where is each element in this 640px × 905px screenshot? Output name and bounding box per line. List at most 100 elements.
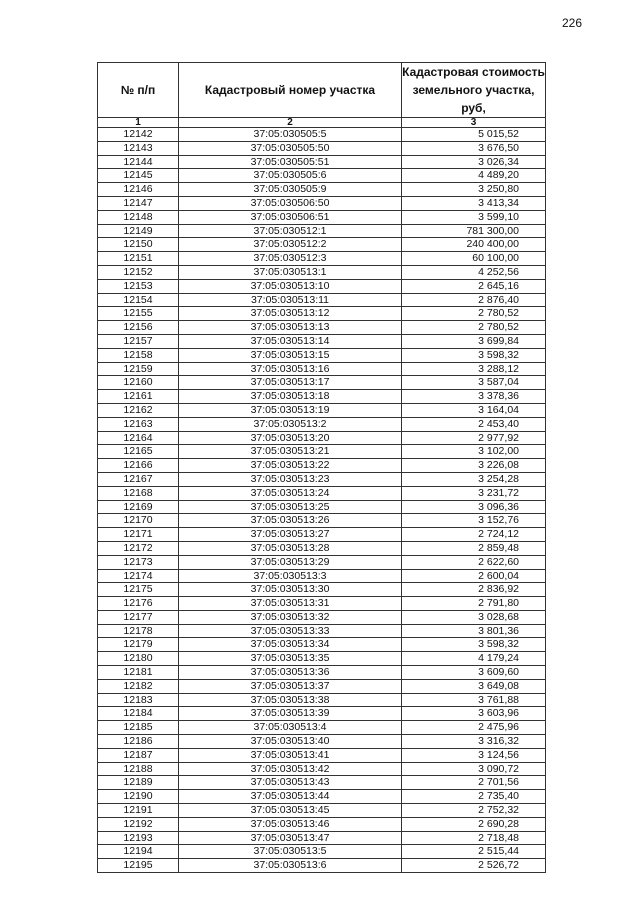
table-row: 12146 37:05:030505:9 3 250,80 <box>97 182 546 197</box>
cadastral-value: 3 598,32 <box>401 637 546 653</box>
cadastral-value: 3 231,72 <box>401 485 546 501</box>
cadastral-value: 2 876,40 <box>401 292 546 308</box>
cadastral-value: 2 526,72 <box>401 858 546 874</box>
cadastral-value: 3 152,76 <box>401 513 546 529</box>
cadastral-number: 37:05:030513:33 <box>178 623 402 639</box>
column-number-row: 1 2 3 <box>97 117 546 128</box>
cadastral-number: 37:05:030505:9 <box>178 182 402 197</box>
table-row: 12194 37:05:030513:5 2 515,44 <box>97 844 546 860</box>
cadastral-number: 37:05:030513:26 <box>178 513 402 529</box>
header-index: № п/п <box>97 62 179 118</box>
row-index: 12185 <box>97 720 179 736</box>
row-index: 12178 <box>97 623 179 639</box>
row-index: 12195 <box>97 858 179 874</box>
cadastral-value: 2 475,96 <box>401 720 546 736</box>
row-index: 12165 <box>97 444 179 460</box>
cadastral-number: 37:05:030513:14 <box>178 333 402 349</box>
cadastral-value: 3 378,36 <box>401 389 546 404</box>
row-index: 12149 <box>97 223 179 239</box>
cadastral-table: № п/п Кадастровый номер участка Кадастро… <box>97 62 546 874</box>
cadastral-value: 3 026,34 <box>401 154 546 170</box>
cadastral-number: 37:05:030513:41 <box>178 747 402 763</box>
row-index: 12151 <box>97 251 179 266</box>
cadastral-value: 2 780,52 <box>401 306 546 322</box>
row-index: 12194 <box>97 844 179 860</box>
table-row: 12188 37:05:030513:42 3 090,72 <box>97 761 546 777</box>
row-index: 12174 <box>97 568 179 584</box>
cadastral-value: 3 699,84 <box>401 333 546 349</box>
table-row: 12151 37:05:030512:3 60 100,00 <box>97 251 546 266</box>
table-row: 12169 37:05:030513:25 3 096,36 <box>97 499 546 515</box>
table-row: 12176 37:05:030513:31 2 791,80 <box>97 596 546 611</box>
table-row: 12170 37:05:030513:26 3 152,76 <box>97 513 546 529</box>
row-index: 12158 <box>97 347 179 363</box>
table-row: 12181 37:05:030513:36 3 609,60 <box>97 665 546 680</box>
row-index: 12169 <box>97 499 179 515</box>
cadastral-value: 3 028,68 <box>401 609 546 625</box>
table-row: 12148 37:05:030506:51 3 599,10 <box>97 209 546 225</box>
cadastral-number: 37:05:030513:47 <box>178 830 402 846</box>
row-index: 12162 <box>97 402 179 418</box>
cadastral-number: 37:05:030513:39 <box>178 706 402 722</box>
table-row: 12145 37:05:030505:6 4 489,20 <box>97 168 546 184</box>
table-row: 12155 37:05:030513:12 2 780,52 <box>97 306 546 322</box>
cadastral-value: 2 836,92 <box>401 582 546 598</box>
table-row: 12182 37:05:030513:37 3 649,08 <box>97 678 546 694</box>
row-index: 12186 <box>97 734 179 749</box>
cadastral-number: 37:05:030513:2 <box>178 416 402 432</box>
row-index: 12192 <box>97 816 179 832</box>
cadastral-value: 4 179,24 <box>401 651 546 667</box>
table-row: 12173 37:05:030513:29 2 622,60 <box>97 554 546 570</box>
cadastral-number: 37:05:030513:16 <box>178 361 402 377</box>
cadastral-value: 5 015,52 <box>401 127 546 142</box>
table-row: 12153 37:05:030513:10 2 645,16 <box>97 278 546 294</box>
row-index: 12147 <box>97 195 179 211</box>
row-index: 12153 <box>97 278 179 294</box>
row-index: 12187 <box>97 747 179 763</box>
cadastral-number: 37:05:030513:37 <box>178 678 402 694</box>
table-row: 12189 37:05:030513:43 2 701,56 <box>97 775 546 791</box>
table-row: 12160 37:05:030513:17 3 587,04 <box>97 375 546 391</box>
row-index: 12146 <box>97 182 179 197</box>
cadastral-value: 2 515,44 <box>401 844 546 860</box>
cadastral-value: 3 801,36 <box>401 623 546 639</box>
table-row: 12163 37:05:030513:2 2 453,40 <box>97 416 546 432</box>
table-row: 12158 37:05:030513:15 3 598,32 <box>97 347 546 363</box>
header-cadastral-value: Кадастровая стоимость земельного участка… <box>401 62 546 118</box>
cadastral-value: 2 780,52 <box>401 320 546 335</box>
table-row: 12154 37:05:030513:11 2 876,40 <box>97 292 546 308</box>
cadastral-value: 2 752,32 <box>401 803 546 818</box>
row-index: 12163 <box>97 416 179 432</box>
row-index: 12148 <box>97 209 179 225</box>
cadastral-number: 37:05:030513:18 <box>178 389 402 404</box>
cadastral-value: 2 977,92 <box>401 430 546 446</box>
cadastral-number: 37:05:030513:27 <box>178 527 402 542</box>
row-index: 12152 <box>97 264 179 280</box>
column-number: 2 <box>178 117 402 128</box>
cadastral-value: 3 676,50 <box>401 140 546 156</box>
cadastral-number: 37:05:030513:31 <box>178 596 402 611</box>
table-row: 12142 37:05:030505:5 5 015,52 <box>97 127 546 142</box>
row-index: 12155 <box>97 306 179 322</box>
header-row: № п/п Кадастровый номер участка Кадастро… <box>97 62 546 118</box>
table-row: 12180 37:05:030513:35 4 179,24 <box>97 651 546 667</box>
cadastral-number: 37:05:030512:1 <box>178 223 402 239</box>
row-index: 12168 <box>97 485 179 501</box>
cadastral-value: 2 645,16 <box>401 278 546 294</box>
cadastral-number: 37:05:030512:2 <box>178 237 402 253</box>
cadastral-value: 3 413,34 <box>401 195 546 211</box>
cadastral-value: 2 735,40 <box>401 789 546 805</box>
row-index: 12180 <box>97 651 179 667</box>
table-row: 12143 37:05:030505:50 3 676,50 <box>97 140 546 156</box>
row-index: 12145 <box>97 168 179 184</box>
row-index: 12143 <box>97 140 179 156</box>
cadastral-number: 37:05:030513:13 <box>178 320 402 335</box>
cadastral-number: 37:05:030513:24 <box>178 485 402 501</box>
cadastral-number: 37:05:030513:30 <box>178 582 402 598</box>
table-row: 12190 37:05:030513:44 2 735,40 <box>97 789 546 805</box>
row-index: 12176 <box>97 596 179 611</box>
cadastral-value: 3 226,08 <box>401 458 546 473</box>
row-index: 12166 <box>97 458 179 473</box>
cadastral-number: 37:05:030513:22 <box>178 458 402 473</box>
